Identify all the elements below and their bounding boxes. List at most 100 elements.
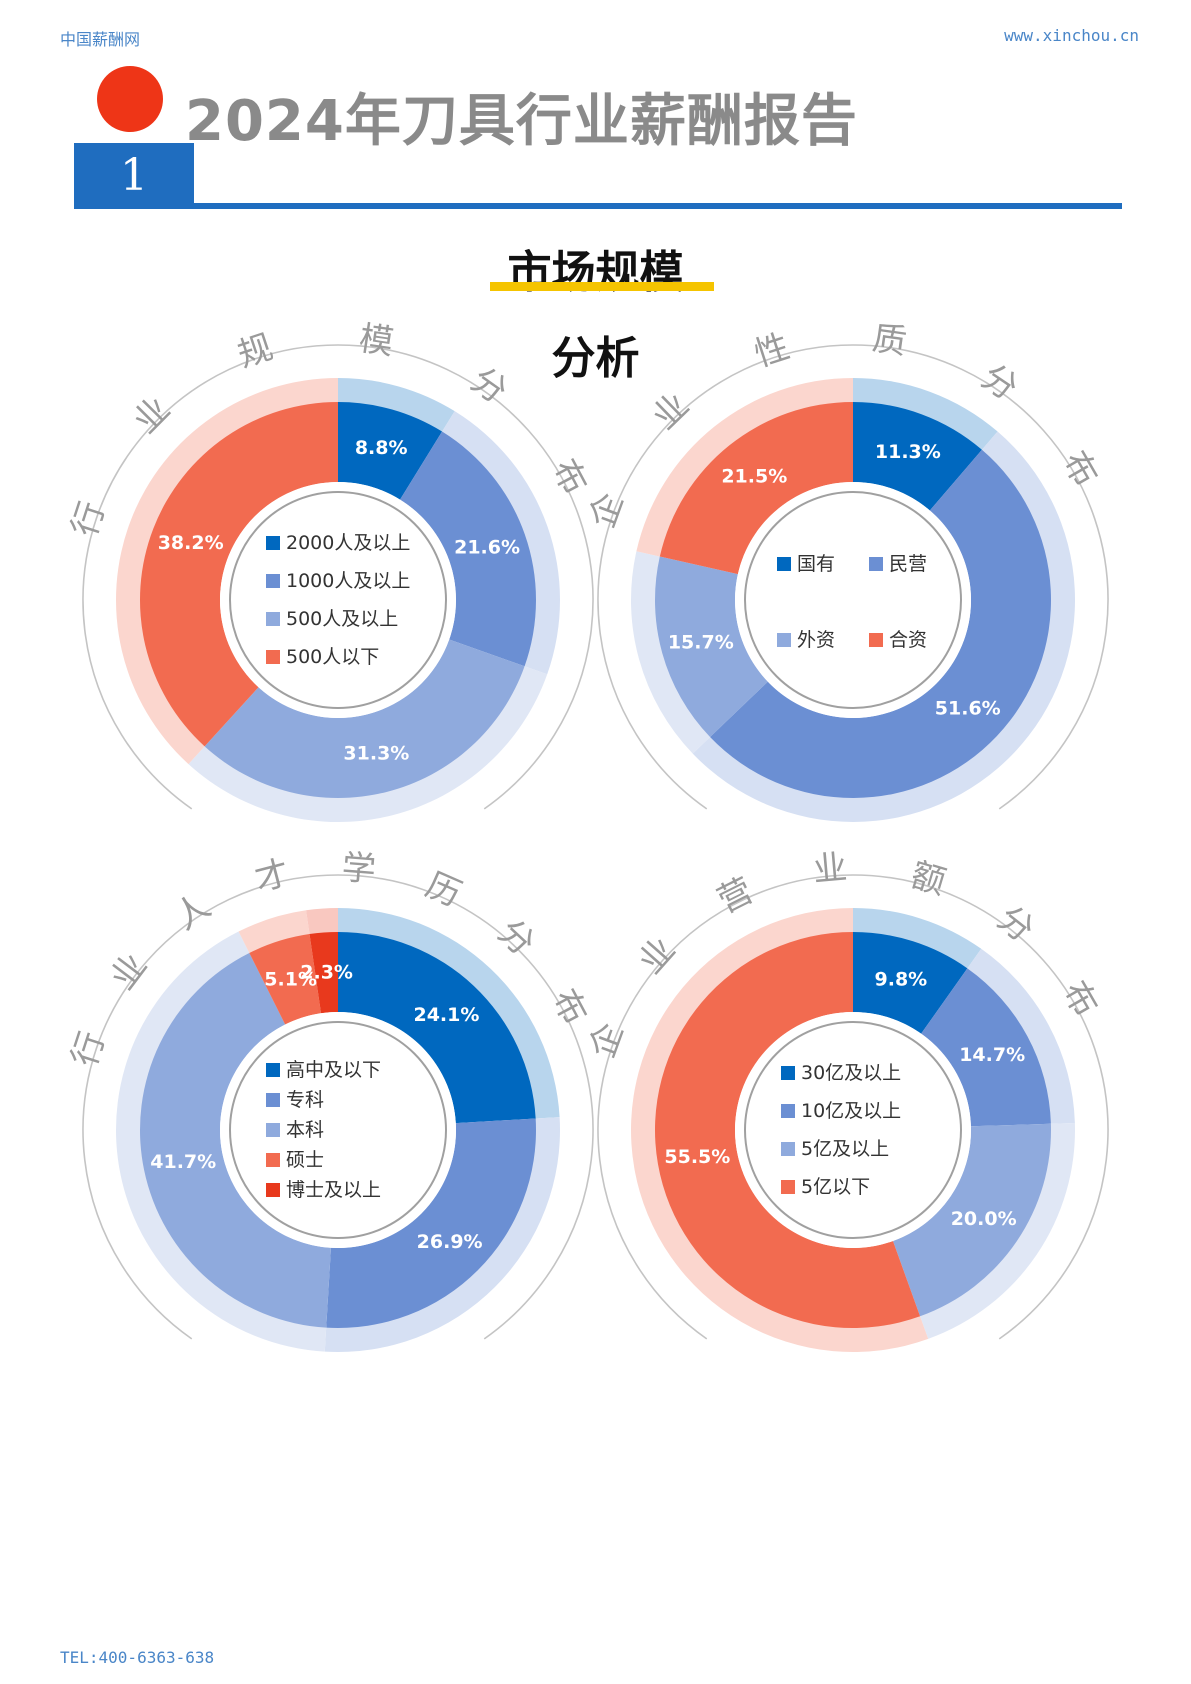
chart-4-legend-label-2: 10亿及以上 <box>801 1100 901 1122</box>
chart-2-value-label-3: 15.7% <box>668 631 734 653</box>
chart-2-title-char: 性 <box>750 327 795 376</box>
chapter-badge <box>74 143 194 207</box>
chart-3-slice-3 <box>140 952 331 1328</box>
chart-1-slice-4 <box>139 402 338 747</box>
chart-4-title-char: 业 <box>811 848 848 891</box>
chart-2-inner-ring <box>744 491 962 709</box>
chart-4-legend-label-3: 5亿及以上 <box>801 1138 889 1160</box>
chart-1-halo-3 <box>188 665 548 823</box>
chart-3-legend-label-4: 硕士 <box>286 1149 324 1171</box>
chart-3-halo-2 <box>324 1117 560 1352</box>
chart-3-halo-5 <box>306 908 338 937</box>
chart-3-halo-3 <box>115 931 327 1352</box>
chart-1-value-label-4: 38.2% <box>158 532 224 554</box>
chart-3-legend-swatch-1 <box>266 1063 280 1077</box>
chart-1-legend-swatch-4 <box>266 650 280 664</box>
chart-4-legend-swatch-4 <box>781 1180 795 1194</box>
chart-1-inner-disc <box>220 482 456 718</box>
chart-1-halo-4 <box>115 378 338 765</box>
chart-3-legend-label-1: 高中及以下 <box>286 1059 381 1081</box>
chart-1-inner-ring <box>229 491 447 709</box>
chart-1-slice-2 <box>400 431 536 667</box>
chart-3-legend-swatch-5 <box>266 1183 280 1197</box>
chart-3-halo-4 <box>238 910 310 955</box>
chart-1-legend-label-3: 500人及以上 <box>286 608 398 630</box>
site-name: 中国薪酬网 <box>60 30 141 49</box>
chart-3-legend-label-2: 专科 <box>286 1089 324 1111</box>
chart-4-legend-swatch-3 <box>781 1142 795 1156</box>
chart-1-title-char: 规 <box>233 327 278 376</box>
chart-1-legend-swatch-3 <box>266 612 280 626</box>
chart-3-title-char: 人 <box>167 886 217 938</box>
chart-4-value-label-4: 55.5% <box>664 1146 730 1168</box>
chart-2-legend-swatch-1 <box>777 557 791 571</box>
site-url[interactable]: www.xinchou.cn <box>1004 26 1139 45</box>
chart-1-legend-label-1: 2000人及以上 <box>286 532 410 554</box>
chart-1-title-char: 分 <box>464 360 515 412</box>
chart-3-slice-2 <box>326 1118 536 1328</box>
chart-3-value-label-2: 26.9% <box>417 1231 483 1253</box>
chart-2-title-char: 企 <box>582 488 631 534</box>
chart-2-halo-3 <box>631 551 712 754</box>
chart-4-slice-3 <box>892 1123 1052 1317</box>
chart-1-halo-2 <box>441 411 561 675</box>
footer-tel: TEL:400-6363-638 <box>60 1648 215 1667</box>
chart-1-value-label-3: 31.3% <box>343 742 409 764</box>
chapter-number: 1 <box>120 150 148 201</box>
chart-2-slice-1 <box>853 402 982 511</box>
title-dot-icon <box>97 66 163 132</box>
chart-3-legend-label-5: 博士及以上 <box>286 1179 381 1201</box>
chart-4-legend-label-4: 5亿以下 <box>801 1176 870 1198</box>
chart-2-title-char: 分 <box>974 357 1025 409</box>
chart-2-inner-disc <box>735 482 971 718</box>
section-title-underline <box>490 282 714 291</box>
chart-2-title-char: 布 <box>1054 444 1106 493</box>
chart-4-value-label-2: 14.7% <box>959 1044 1025 1066</box>
chart-4-halo-3 <box>919 1123 1076 1339</box>
chart-3-inner-ring <box>229 1021 447 1239</box>
chart-2-slice-4 <box>659 402 853 575</box>
chart-1-slice-1 <box>338 402 443 500</box>
chart-2-value-label-4: 21.5% <box>721 466 787 488</box>
chart-1-legend-label-4: 500人以下 <box>286 646 379 668</box>
chart-1-title-char: 业 <box>126 389 178 441</box>
chart-4-title-char: 企 <box>582 1018 631 1064</box>
chart-1-slice-3 <box>204 639 525 799</box>
chart-3-title-char: 业 <box>103 946 155 997</box>
chart-3-title-char: 学 <box>340 848 377 891</box>
chart-4-slice-4 <box>654 932 921 1328</box>
chart-2-decor-arc <box>597 344 1109 810</box>
chart-4-title-char: 业 <box>631 930 683 982</box>
chart-4-decor-arc <box>597 874 1109 1340</box>
chapter-divider <box>74 203 1122 209</box>
chart-3-legend-swatch-2 <box>266 1093 280 1107</box>
chart-2-halo-4 <box>636 378 853 557</box>
chart-4-inner-ring <box>744 1021 962 1239</box>
chart-1-value-label-2: 21.6% <box>454 537 520 559</box>
chart-3-legend-swatch-4 <box>266 1153 280 1167</box>
chart-4-value-label-3: 20.0% <box>951 1208 1017 1230</box>
chart-3-slice-4 <box>249 934 322 1025</box>
chart-4-title-char: 布 <box>1054 974 1106 1023</box>
chart-3-value-label-4: 5.1% <box>264 968 317 990</box>
section-subtitle: 分析 <box>551 333 640 384</box>
chart-3-legend-label-3: 本科 <box>286 1119 324 1141</box>
chart-4-halo-1 <box>853 908 982 970</box>
chart-4-legend-swatch-1 <box>781 1066 795 1080</box>
chart-2-legend-swatch-4 <box>869 633 883 647</box>
chart-2-legend-label-4: 合资 <box>889 629 927 651</box>
chart-4-legend-swatch-2 <box>781 1104 795 1118</box>
chart-3-inner-disc <box>220 1012 456 1248</box>
chart-3-title-char: 历 <box>420 865 467 915</box>
chart-2-legend-swatch-2 <box>869 557 883 571</box>
chart-3-title-char: 分 <box>490 912 542 964</box>
chart-3-title-char: 才 <box>251 853 294 900</box>
chart-4-slice-1 <box>853 932 968 1034</box>
chart-2-legend-label-1: 国有 <box>797 553 835 575</box>
chart-3-value-label-3: 41.7% <box>150 1151 216 1173</box>
chart-3-title-char: 行 <box>65 1027 114 1072</box>
chart-2-value-label-2: 51.6% <box>935 698 1001 720</box>
chart-2-legend-label-3: 外资 <box>797 629 835 651</box>
report-title: 2024年刀具行业薪酬报告 <box>185 89 858 154</box>
chart-2-slice-3 <box>655 556 768 738</box>
